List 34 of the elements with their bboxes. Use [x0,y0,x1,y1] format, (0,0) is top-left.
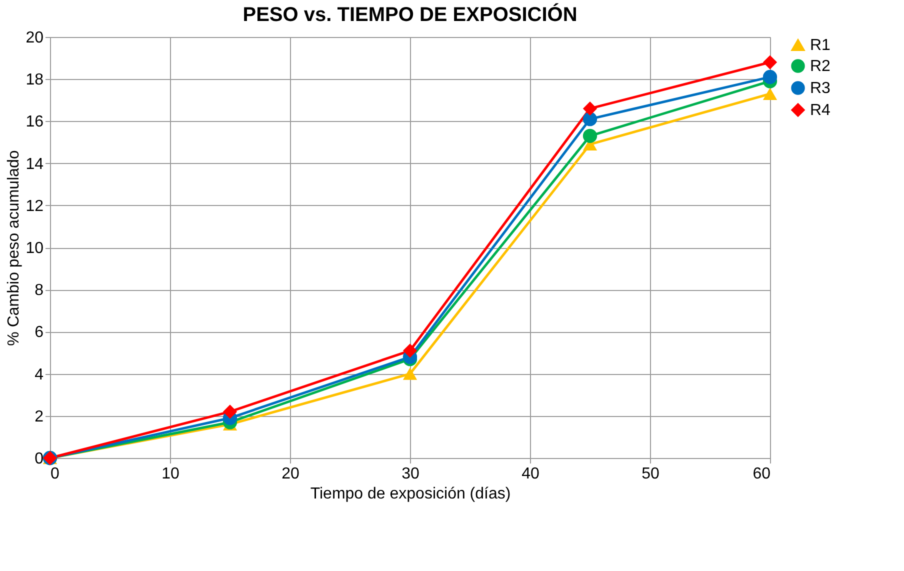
y-tick-label: 0 [34,450,44,468]
x-tick-label: 10 [162,466,180,482]
legend-label: R3 [810,80,831,97]
x-axis-title: Tiempo de exposición (días) [310,486,511,502]
point [402,344,418,358]
legend-label: R1 [810,37,831,54]
y-tick-label: 16 [26,114,44,131]
x-tick-label: 30 [402,466,420,482]
legend-label: R4 [810,102,831,119]
x-tick-label: 60 [752,466,771,482]
point [762,55,778,70]
x-tick-label: 40 [522,466,540,482]
point [762,70,778,84]
y-tick-label: 20 [26,30,44,46]
point [762,88,778,100]
y-tick-label: 2 [34,408,44,426]
chart-title: PESO vs. TIEMPO DE EXPOSICIÓN [242,3,578,26]
x-tick-label: 20 [282,466,300,482]
point [582,102,598,116]
legend-label: R2 [810,58,831,75]
y-tick-label: 4 [34,366,44,384]
y-tick-label: 18 [26,72,44,89]
y-tick-label: 14 [26,156,44,173]
point [582,128,598,143]
point [222,404,238,419]
point [582,112,598,126]
point [402,368,418,380]
x-tick-label: 0 [50,466,60,482]
x-tick-label: 50 [642,466,660,482]
y-tick-label: 10 [26,240,44,257]
y-axis-title: % Cambio peso acumulado [6,150,23,346]
y-tick-label: 12 [26,198,44,215]
y-tick-label: 8 [34,282,44,300]
y-tick-label: 6 [34,324,44,342]
